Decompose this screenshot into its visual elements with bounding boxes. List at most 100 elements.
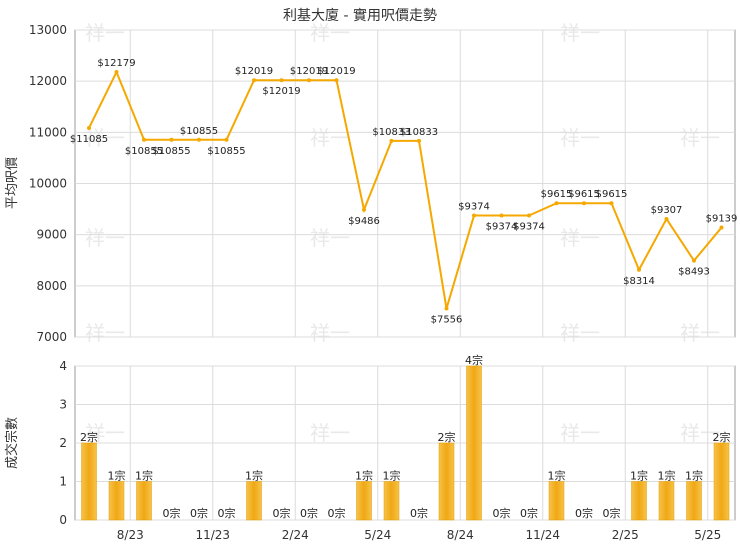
watermark: 祥一 bbox=[85, 21, 125, 45]
volume-data-label: 0宗 bbox=[410, 506, 428, 520]
volume-bar bbox=[466, 365, 482, 521]
volume-panel: 祥一 祥一 祥一 祥一 0 1 2 3 4 8/23 11/23 2/24 5/24 8/24 11/24 2… bbox=[59, 353, 736, 542]
watermark: 祥一 bbox=[310, 126, 350, 150]
volume-data-label: 0宗 bbox=[163, 506, 181, 520]
watermark: 祥一 bbox=[85, 226, 125, 250]
watermark: 祥一 bbox=[310, 21, 350, 45]
price-data-label: $9307 bbox=[651, 205, 683, 216]
price-data-label: $12019 bbox=[317, 66, 355, 77]
chart-title: 利基大廈 - 實用呎價走勢 bbox=[283, 7, 437, 24]
watermark: 祥一 bbox=[560, 226, 600, 250]
watermark: 祥一 bbox=[85, 126, 125, 150]
price-point bbox=[252, 78, 256, 83]
volume-y-tick-label: 4 bbox=[59, 359, 67, 373]
volume-bar bbox=[548, 481, 565, 521]
volume-data-label: 1宗 bbox=[135, 469, 153, 483]
x-tick-label: 8/23 bbox=[117, 528, 144, 542]
price-data-label: $9615 bbox=[541, 189, 573, 200]
price-data-label: $9486 bbox=[348, 216, 380, 227]
watermark: 祥一 bbox=[310, 421, 350, 445]
volume-data-label: 1宗 bbox=[630, 469, 648, 483]
price-point bbox=[142, 137, 146, 142]
price-point bbox=[664, 216, 669, 221]
volume-data-label: 1宗 bbox=[658, 469, 676, 483]
volume-data-label: 2宗 bbox=[713, 430, 731, 444]
price-data-label: $9374 bbox=[486, 222, 518, 233]
volume-bar bbox=[383, 481, 400, 521]
watermark: 祥一 bbox=[560, 21, 600, 45]
price-y-axis-label: 平均呎價 bbox=[5, 157, 20, 209]
price-point bbox=[169, 137, 174, 142]
watermark: 祥一 bbox=[560, 321, 600, 345]
volume-data-label: 0宗 bbox=[493, 506, 511, 520]
price-point bbox=[472, 213, 476, 218]
price-data-label: $9139 bbox=[706, 214, 738, 225]
price-data-label: $12179 bbox=[97, 58, 135, 69]
volume-data-label: 1宗 bbox=[548, 469, 566, 483]
price-point bbox=[389, 138, 394, 143]
price-point bbox=[307, 78, 311, 83]
volume-y-tick-label: 1 bbox=[59, 475, 67, 489]
volume-data-label: 2宗 bbox=[438, 430, 456, 444]
volume-bar bbox=[686, 481, 702, 521]
price-point bbox=[417, 138, 421, 143]
volume-bar bbox=[438, 442, 455, 521]
price-point bbox=[637, 267, 641, 272]
price-data-label: $12019 bbox=[290, 66, 328, 77]
x-tick-label: 2/25 bbox=[612, 528, 639, 542]
price-point bbox=[554, 201, 559, 206]
volume-y-tick-label: 3 bbox=[59, 398, 67, 412]
volume-y-tick-label: 0 bbox=[59, 513, 67, 527]
x-tick-label: 5/25 bbox=[694, 528, 721, 542]
price-point bbox=[197, 137, 201, 142]
price-point bbox=[334, 78, 339, 83]
price-point bbox=[444, 306, 449, 311]
volume-bar bbox=[631, 481, 647, 521]
x-tick-label: 2/24 bbox=[282, 528, 309, 542]
price-data-label: $9615 bbox=[568, 189, 600, 200]
price-data-label: $11085 bbox=[70, 134, 108, 145]
volume-bar bbox=[108, 481, 125, 521]
price-point bbox=[499, 213, 504, 218]
price-data-label: $8314 bbox=[623, 276, 655, 287]
price-data-label: $10855 bbox=[207, 146, 245, 157]
watermark: 祥一 bbox=[310, 226, 350, 250]
volume-y-axis-label: 成交宗數 bbox=[4, 417, 20, 469]
watermark: 祥一 bbox=[680, 321, 720, 345]
volume-data-label: 0宗 bbox=[218, 506, 236, 520]
volume-bar bbox=[136, 481, 152, 521]
watermark: 祥一 bbox=[560, 126, 600, 150]
price-data-label: $9615 bbox=[596, 189, 628, 200]
price-data-label: $10833 bbox=[400, 127, 438, 138]
x-tick-label: 11/24 bbox=[525, 528, 560, 542]
volume-data-label: 4宗 bbox=[465, 353, 483, 367]
x-tick-label: 5/24 bbox=[364, 528, 391, 542]
price-y-tick-label: 8000 bbox=[36, 279, 67, 293]
volume-data-label: 1宗 bbox=[355, 469, 373, 483]
watermark: 祥一 bbox=[680, 126, 720, 150]
volume-data-label: 0宗 bbox=[300, 506, 318, 520]
price-point bbox=[719, 225, 724, 230]
volume-data-label: 2宗 bbox=[80, 430, 98, 444]
price-point bbox=[279, 78, 284, 83]
volume-y-tick-label: 2 bbox=[59, 436, 67, 450]
price-data-label: $10833 bbox=[372, 127, 410, 138]
x-tick-label: 8/24 bbox=[447, 528, 474, 542]
price-data-label: $7556 bbox=[431, 315, 463, 326]
volume-bar bbox=[246, 481, 262, 521]
price-y-tick-label: 11000 bbox=[29, 125, 67, 139]
volume-bar bbox=[658, 481, 675, 521]
volume-data-label: 0宗 bbox=[520, 506, 538, 520]
price-point bbox=[609, 201, 614, 206]
price-y-tick-label: 13000 bbox=[29, 23, 67, 37]
price-data-label: $9374 bbox=[513, 222, 545, 233]
volume-data-label: 0宗 bbox=[328, 506, 346, 520]
volume-data-label: 1宗 bbox=[108, 469, 126, 483]
price-y-tick-label: 10000 bbox=[29, 177, 67, 191]
volume-data-label: 1宗 bbox=[383, 469, 401, 483]
price-data-label: $10855 bbox=[152, 146, 190, 157]
watermark: 祥一 bbox=[680, 421, 720, 445]
price-point bbox=[692, 258, 696, 263]
price-data-label: $12019 bbox=[262, 86, 300, 97]
